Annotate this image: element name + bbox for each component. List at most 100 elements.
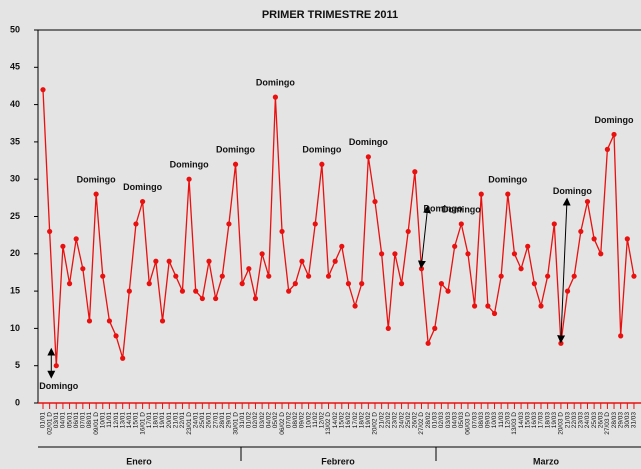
- x-tick-label: 06/03 D: [465, 412, 472, 435]
- x-tick-label: 02/02: [252, 412, 259, 429]
- x-tick-label: 25/03: [591, 412, 598, 429]
- x-tick-label: 28/03: [611, 412, 618, 429]
- data-point: [259, 251, 265, 257]
- annotation: Domingo: [553, 186, 592, 196]
- x-tick-label: 13/03 D: [511, 412, 518, 435]
- data-point: [199, 295, 205, 302]
- x-tick-label: 10/01: [99, 412, 106, 429]
- data-point: [584, 198, 591, 205]
- data-point: [339, 243, 345, 249]
- data-point: [53, 363, 59, 369]
- data-point: [345, 281, 352, 287]
- data-point: [505, 191, 511, 197]
- x-tick-label: 14/02: [332, 412, 339, 429]
- x-tick-label: 24/02: [398, 412, 405, 429]
- x-tick-label: 07/01: [80, 412, 87, 429]
- data-point: [153, 258, 159, 264]
- x-tick-label: 26/03: [597, 412, 604, 429]
- x-tick-label: 03/03: [445, 412, 452, 429]
- data-point: [246, 266, 252, 272]
- data-point: [591, 236, 597, 242]
- x-tick-label: 11/02: [312, 412, 319, 428]
- annotation: Domingo: [170, 160, 209, 170]
- x-tick-label: 21/01: [173, 412, 180, 429]
- x-tick-label: 04/01: [60, 412, 67, 429]
- x-tick-label: 30/03: [624, 412, 631, 429]
- data-point: [186, 176, 192, 182]
- data-point: [113, 333, 119, 339]
- data-point: [86, 318, 93, 324]
- data-point: [252, 295, 259, 302]
- x-tick-label: 16/01 D: [139, 412, 146, 435]
- data-point: [272, 94, 278, 100]
- x-tick-label: 24/01: [192, 412, 199, 429]
- data-point: [418, 266, 425, 272]
- x-tick-label: 17/02: [352, 412, 359, 429]
- x-tick-label: 27/03 D: [604, 412, 611, 435]
- x-tick-label: 08/03: [478, 412, 485, 429]
- data-point: [624, 236, 630, 242]
- data-point: [392, 251, 398, 257]
- data-point: [472, 303, 478, 309]
- x-tick-label: 28/02: [425, 412, 432, 429]
- x-tick-label: 15/01: [133, 412, 140, 429]
- annotation-arrow: [557, 197, 571, 344]
- x-tick-label: 23/01 D: [186, 412, 193, 435]
- annotation: Domingo: [39, 381, 78, 391]
- data-point: [398, 281, 405, 287]
- data-point: [445, 288, 451, 294]
- x-tick-label: 01/03: [431, 412, 438, 429]
- x-tick-label: 11/03: [498, 412, 505, 428]
- data-point: [47, 228, 53, 235]
- x-tick-label: 12/01: [113, 412, 120, 429]
- x-tick-label: 03/01: [53, 412, 60, 429]
- data-point: [325, 273, 332, 279]
- data-point: [425, 340, 431, 346]
- data-point: [146, 281, 152, 287]
- data-point: [279, 228, 285, 235]
- x-tick-label: 12/03: [505, 412, 512, 429]
- y-tick-label: 30: [10, 174, 20, 184]
- y-tick-label: 50: [10, 24, 20, 34]
- data-point: [120, 355, 126, 361]
- x-tick-label: 03/02: [259, 412, 266, 429]
- data-point: [531, 281, 537, 287]
- annotation: Domingo: [423, 203, 462, 213]
- x-tick-label: 22/02: [385, 412, 392, 429]
- data-point: [379, 251, 385, 257]
- x-tick-label: 06/01: [73, 412, 80, 429]
- y-tick-label: 5: [15, 360, 20, 370]
- annotation-arrow: [417, 205, 432, 269]
- data-point: [292, 281, 298, 287]
- data-point: [93, 191, 99, 197]
- x-tick-label: 25/02: [405, 412, 412, 429]
- x-tick-label: 12/02: [319, 412, 326, 429]
- x-tick-label: 13/01: [119, 412, 126, 429]
- x-tick-label: 05/02: [272, 412, 279, 429]
- data-point: [618, 333, 624, 339]
- data-point: [232, 161, 239, 167]
- y-tick-label: 40: [10, 99, 20, 109]
- x-tick-label: 16/02: [345, 412, 352, 429]
- y-tick-label: 20: [10, 248, 20, 258]
- x-tick-label: 27/02 D: [418, 412, 425, 435]
- x-tick-label: 02/03: [438, 412, 445, 429]
- x-tick-label: 15/02: [339, 412, 346, 429]
- data-point: [40, 87, 46, 93]
- data-point: [465, 251, 471, 257]
- x-tick-label: 21/03: [564, 412, 571, 429]
- data-point: [372, 198, 378, 205]
- data-point: [558, 340, 564, 346]
- data-point: [166, 258, 172, 264]
- data-point: [126, 288, 132, 294]
- data-point: [438, 281, 444, 287]
- x-tick-label: 15/03: [524, 412, 531, 429]
- x-tick-label: 31/01: [239, 412, 246, 429]
- x-tick-label: 28/01: [219, 412, 226, 429]
- x-tick-label: 18/01: [153, 412, 160, 429]
- y-tick-label: 35: [10, 136, 20, 146]
- data-point: [458, 221, 464, 227]
- annotation: Domingo: [77, 174, 116, 184]
- x-tick-label: 08/02: [292, 412, 299, 429]
- data-point: [525, 243, 531, 249]
